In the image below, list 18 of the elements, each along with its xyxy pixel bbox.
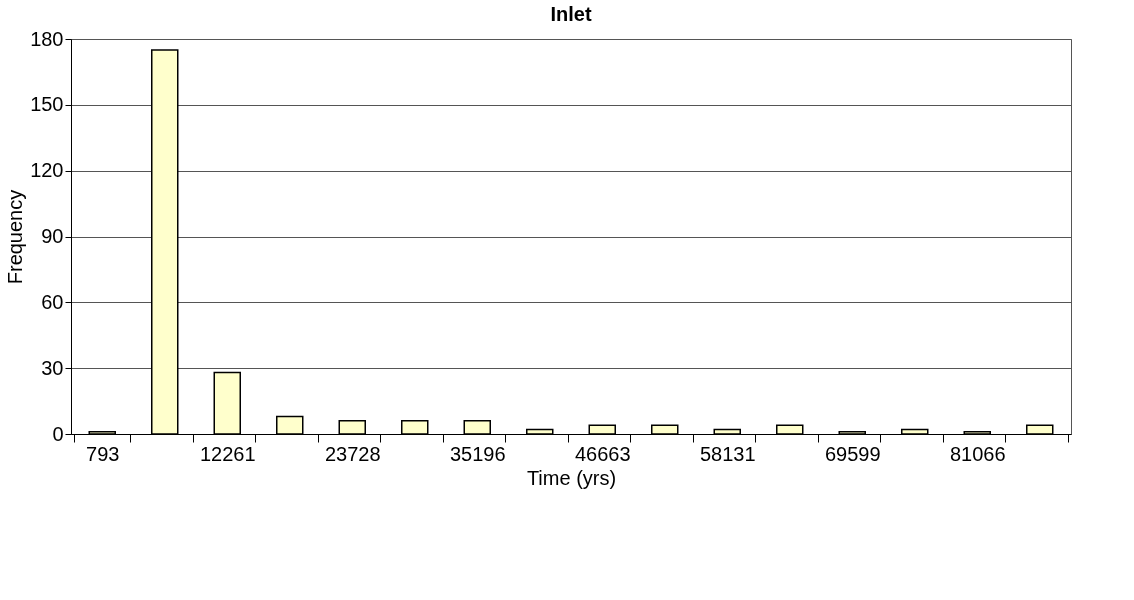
x-tick-label: 35196 [449,442,506,465]
y-tick-label: 120 [30,159,64,182]
y-axis-title: Frequency [4,189,27,285]
chart-title: Inlet [550,3,592,25]
y-tick-label: 0 [52,422,64,445]
x-tick-label: 23728 [324,442,381,465]
x-tick-label: 81066 [949,442,1006,465]
y-tick-label: 150 [30,93,64,116]
y-tick-label: 90 [41,225,64,247]
x-axis-title: Time (yrs) [526,466,617,489]
x-tick-label: 46663 [574,442,631,465]
x-tick-label: 58131 [699,442,756,465]
y-tick-label: 30 [41,356,64,379]
y-tick-label: 60 [41,290,64,313]
x-tick-label: 69599 [824,442,881,465]
x-tick-label: 793 [86,442,120,465]
y-tick-label: 180 [30,27,64,50]
x-tick-label: 12261 [199,442,256,465]
